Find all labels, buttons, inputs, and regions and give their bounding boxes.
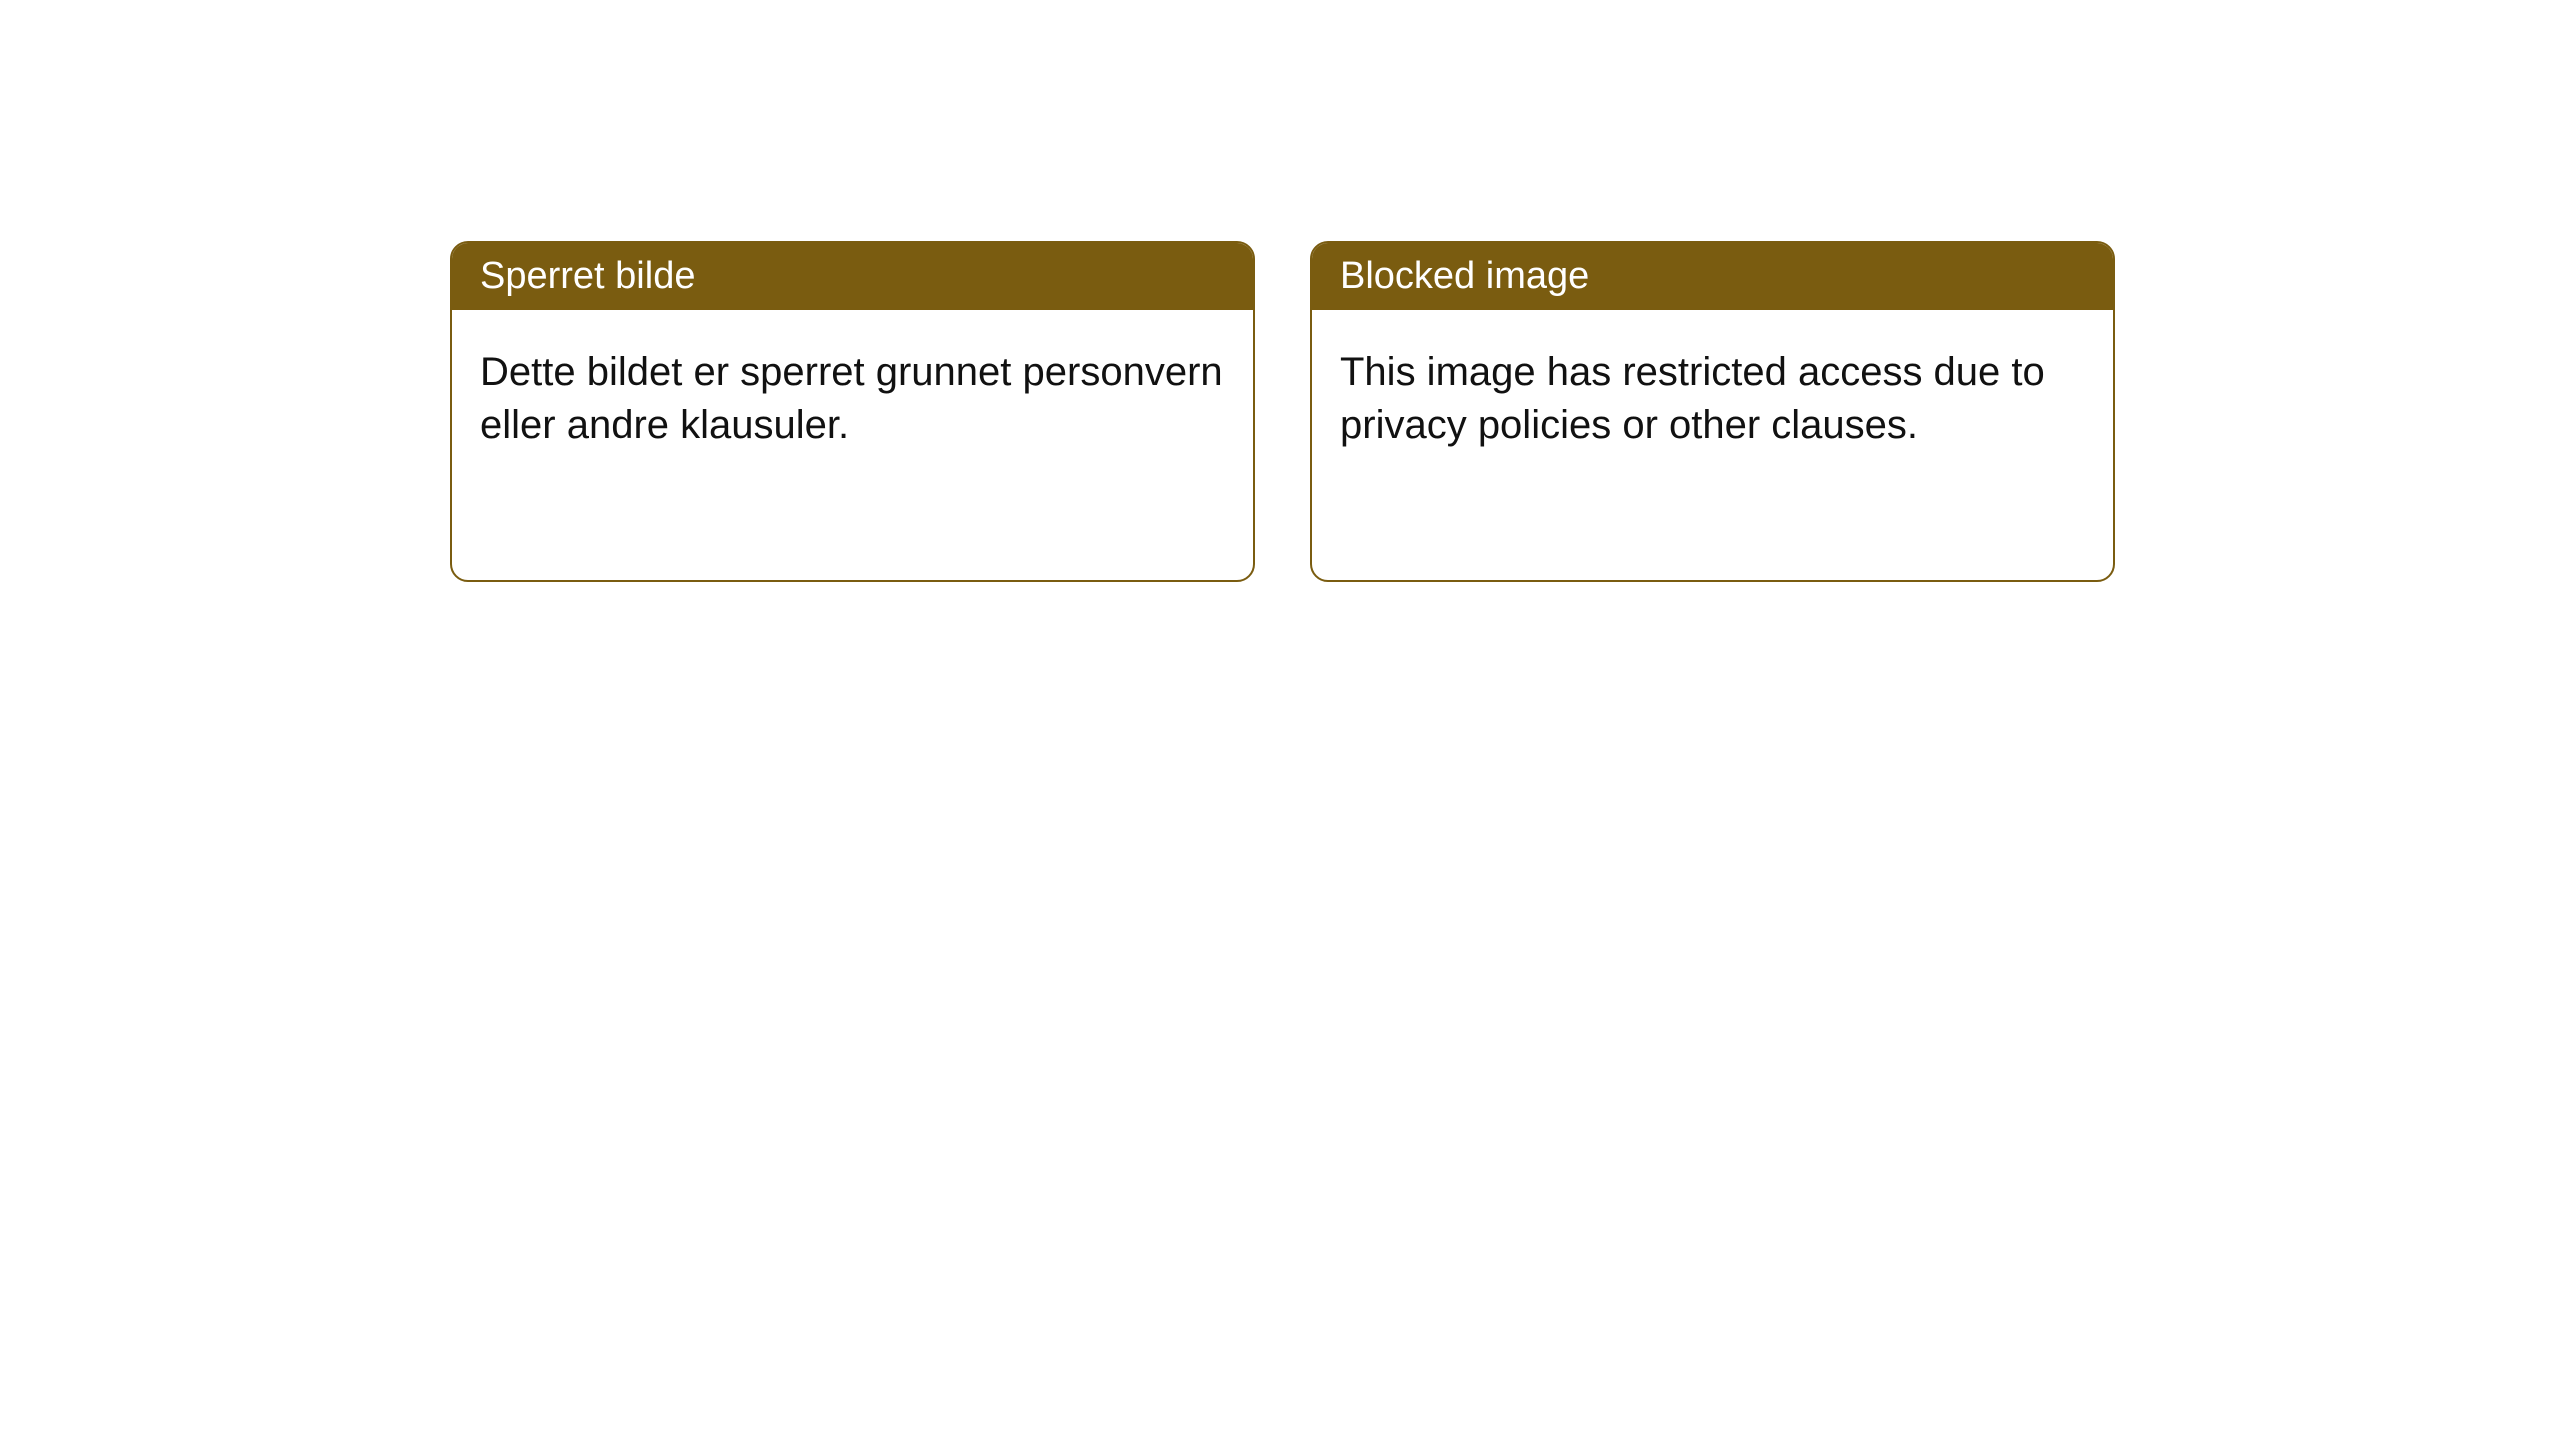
notice-body-text: Dette bildet er sperret grunnet personve… xyxy=(480,350,1223,447)
notice-body-text: This image has restricted access due to … xyxy=(1340,350,2045,447)
notice-header: Sperret bilde xyxy=(452,243,1253,310)
notice-card-norwegian: Sperret bilde Dette bildet er sperret gr… xyxy=(450,241,1255,582)
notice-container: Sperret bilde Dette bildet er sperret gr… xyxy=(450,241,2115,582)
notice-title: Sperret bilde xyxy=(480,255,695,297)
notice-body: This image has restricted access due to … xyxy=(1312,310,2113,580)
notice-header: Blocked image xyxy=(1312,243,2113,310)
notice-body: Dette bildet er sperret grunnet personve… xyxy=(452,310,1253,580)
notice-title: Blocked image xyxy=(1340,255,1589,297)
notice-card-english: Blocked image This image has restricted … xyxy=(1310,241,2115,582)
